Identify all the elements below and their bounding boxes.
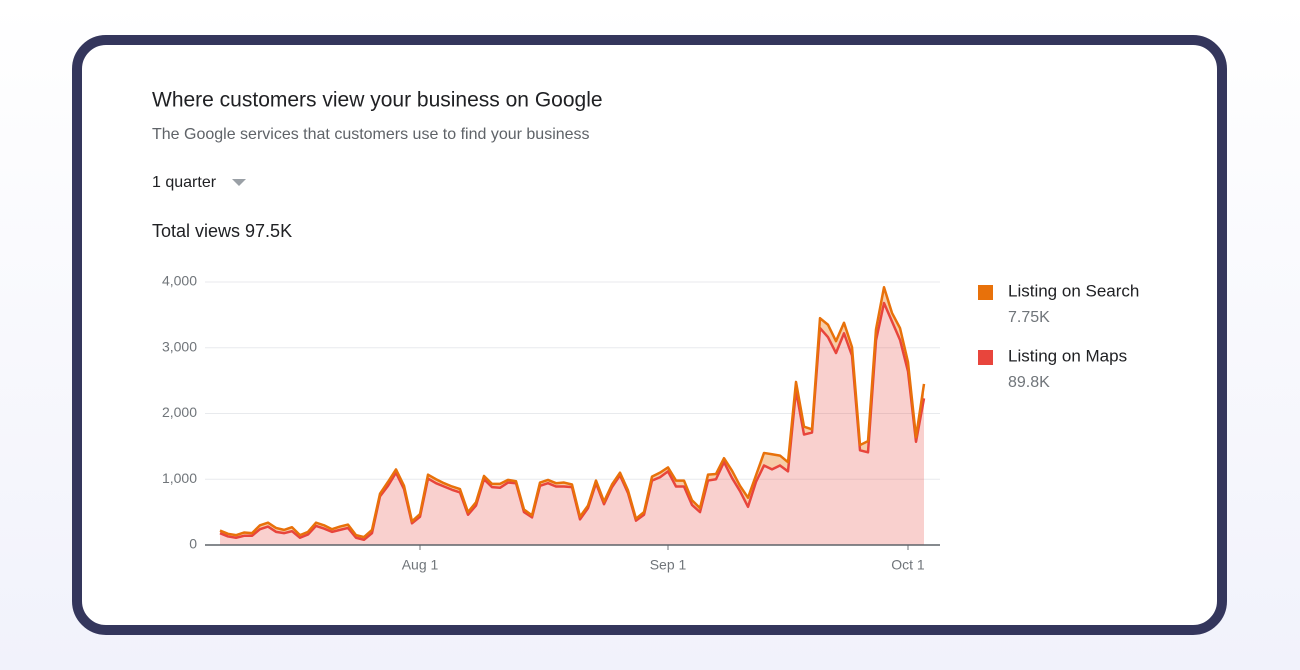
- x-tick-label: Aug 1: [402, 557, 439, 573]
- card: [72, 35, 1227, 635]
- period-label[interactable]: 1 quarter: [152, 174, 217, 191]
- legend-swatch: [978, 350, 993, 365]
- legend-total: 7.75K: [1008, 309, 1050, 326]
- legend-label: Listing on Search: [1008, 281, 1139, 300]
- total-views: Total views 97.5K: [152, 221, 292, 241]
- dropdown-arrow[interactable]: [232, 179, 246, 186]
- line: [219, 286, 926, 539]
- area: [220, 303, 924, 545]
- y-tick-label: 3,000: [162, 338, 197, 354]
- legend-swatch: [978, 285, 993, 300]
- y-tick-label: 0: [189, 536, 197, 552]
- x-tick-label: Oct 1: [891, 557, 925, 573]
- y-tick-label: 1,000: [162, 470, 197, 486]
- period-dropdown[interactable]: 1 quarter: [152, 174, 246, 191]
- legend-label: Listing on Maps: [1008, 346, 1127, 365]
- x-tick-label: Sep 1: [650, 557, 687, 573]
- y-tick-label: 4,000: [162, 273, 197, 289]
- subtitle: The Google services that customers use t…: [152, 126, 590, 143]
- legend-total: 89.8K: [1008, 374, 1050, 391]
- y-tick-label: 2,000: [162, 404, 197, 420]
- title: Where customers view your business on Go…: [152, 89, 603, 112]
